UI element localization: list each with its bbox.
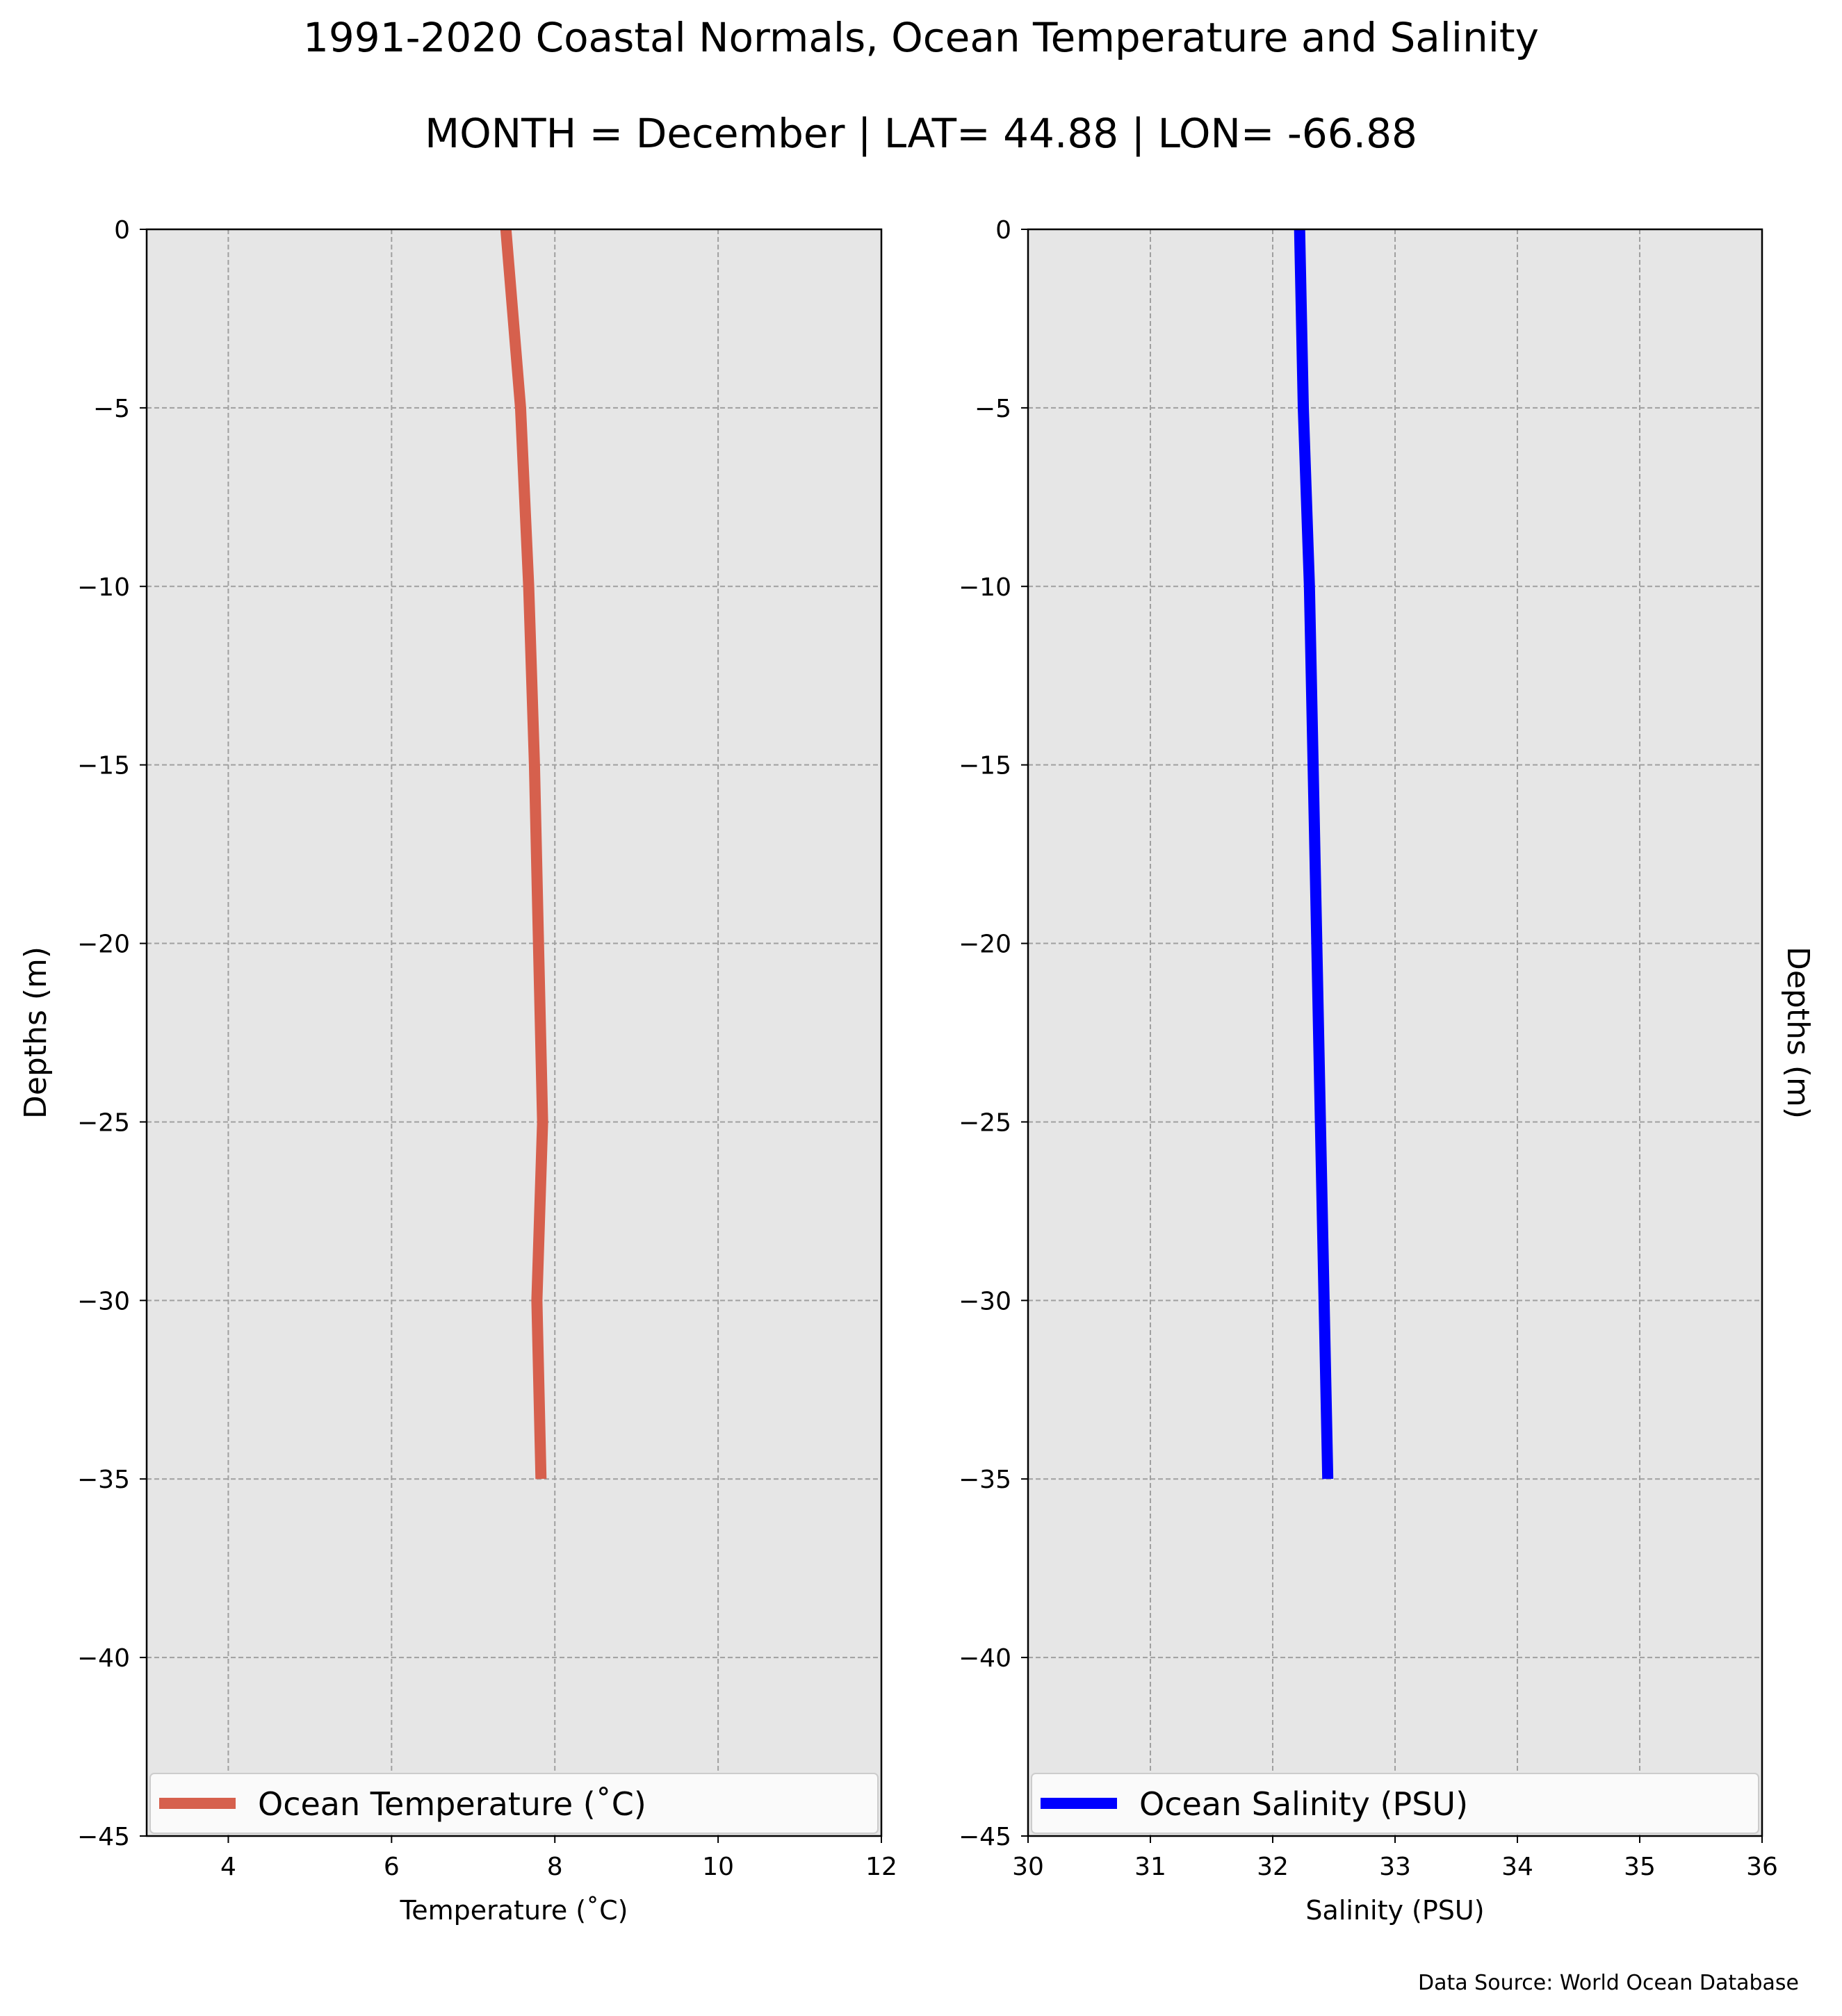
y-tick-label: −15 (77, 752, 130, 780)
y-tick-label: −35 (959, 1466, 1011, 1494)
panel-temperature: Ocean Temperature (˚C) 4 6 8 10 12 0 −5 −10 −15 −2… (18, 216, 897, 1926)
legend-box (1031, 1773, 1759, 1834)
series-line (500, 229, 548, 1480)
x-tick-label: 8 (547, 1853, 563, 1881)
x-tick-label: 36 (1746, 1853, 1778, 1881)
x-axis-label: Salinity (PSU) (1305, 1895, 1484, 1926)
y-tick-label: −20 (77, 931, 130, 959)
y-tick-label: −20 (959, 931, 1011, 959)
plot-background (147, 229, 881, 1836)
x-axis-label: Temperature (˚C) (400, 1895, 628, 1926)
panel-salinity: Ocean Salinity (PSU) 30 31 32 33 34 35 36 0 −5 −10… (959, 216, 1816, 1926)
y-tick-label: −40 (77, 1644, 130, 1673)
y-axis-label: Depths (m) (18, 946, 54, 1119)
chart-title: 1991-2020 Coastal Normals, Ocean Tempera… (303, 14, 1539, 61)
x-tick-label: 32 (1257, 1853, 1289, 1881)
y-tick-label: −35 (77, 1466, 130, 1494)
y-tick-label: −10 (959, 573, 1011, 602)
x-tick-label: 30 (1012, 1853, 1044, 1881)
y-tick-label: −45 (959, 1823, 1011, 1851)
x-tick-label: 10 (702, 1853, 734, 1881)
legend-label: Ocean Temperature (˚C) (258, 1785, 646, 1823)
legend-label: Ocean Salinity (PSU) (1139, 1785, 1468, 1823)
x-tick-label: 35 (1624, 1853, 1656, 1881)
y-tick-label: −30 (959, 1287, 1011, 1316)
series-line (1294, 229, 1334, 1480)
y-tick-label: −45 (77, 1823, 130, 1851)
y-tick-label: −40 (959, 1644, 1011, 1673)
y-tick-label: 0 (114, 216, 130, 245)
data-source-note: Data Source: World Ocean Database (1418, 1971, 1799, 1995)
y-tick-label: 0 (995, 216, 1011, 245)
y-tick-label: −5 (975, 395, 1011, 423)
x-tick-label: 31 (1134, 1853, 1166, 1881)
y-tick-label: −25 (959, 1108, 1011, 1137)
y-tick-label: −30 (77, 1287, 130, 1316)
y-axis-label: Depths (m) (1780, 946, 1816, 1119)
x-tick-label: 6 (384, 1853, 400, 1881)
x-tick-label: 34 (1501, 1853, 1533, 1881)
y-tick-label: −5 (93, 395, 130, 423)
x-tick-label: 33 (1379, 1853, 1411, 1881)
y-tick-label: −25 (77, 1108, 130, 1137)
x-tick-label: 4 (220, 1853, 236, 1881)
axes-frame (145, 228, 883, 1837)
y-tick-label: −10 (77, 573, 130, 602)
y-tick-label: −15 (959, 752, 1011, 780)
x-tick-label: 12 (865, 1853, 897, 1881)
chart-subtitle: MONTH = December | LAT= 44.88 | LON= -66… (425, 110, 1417, 157)
legend-box (149, 1773, 879, 1834)
